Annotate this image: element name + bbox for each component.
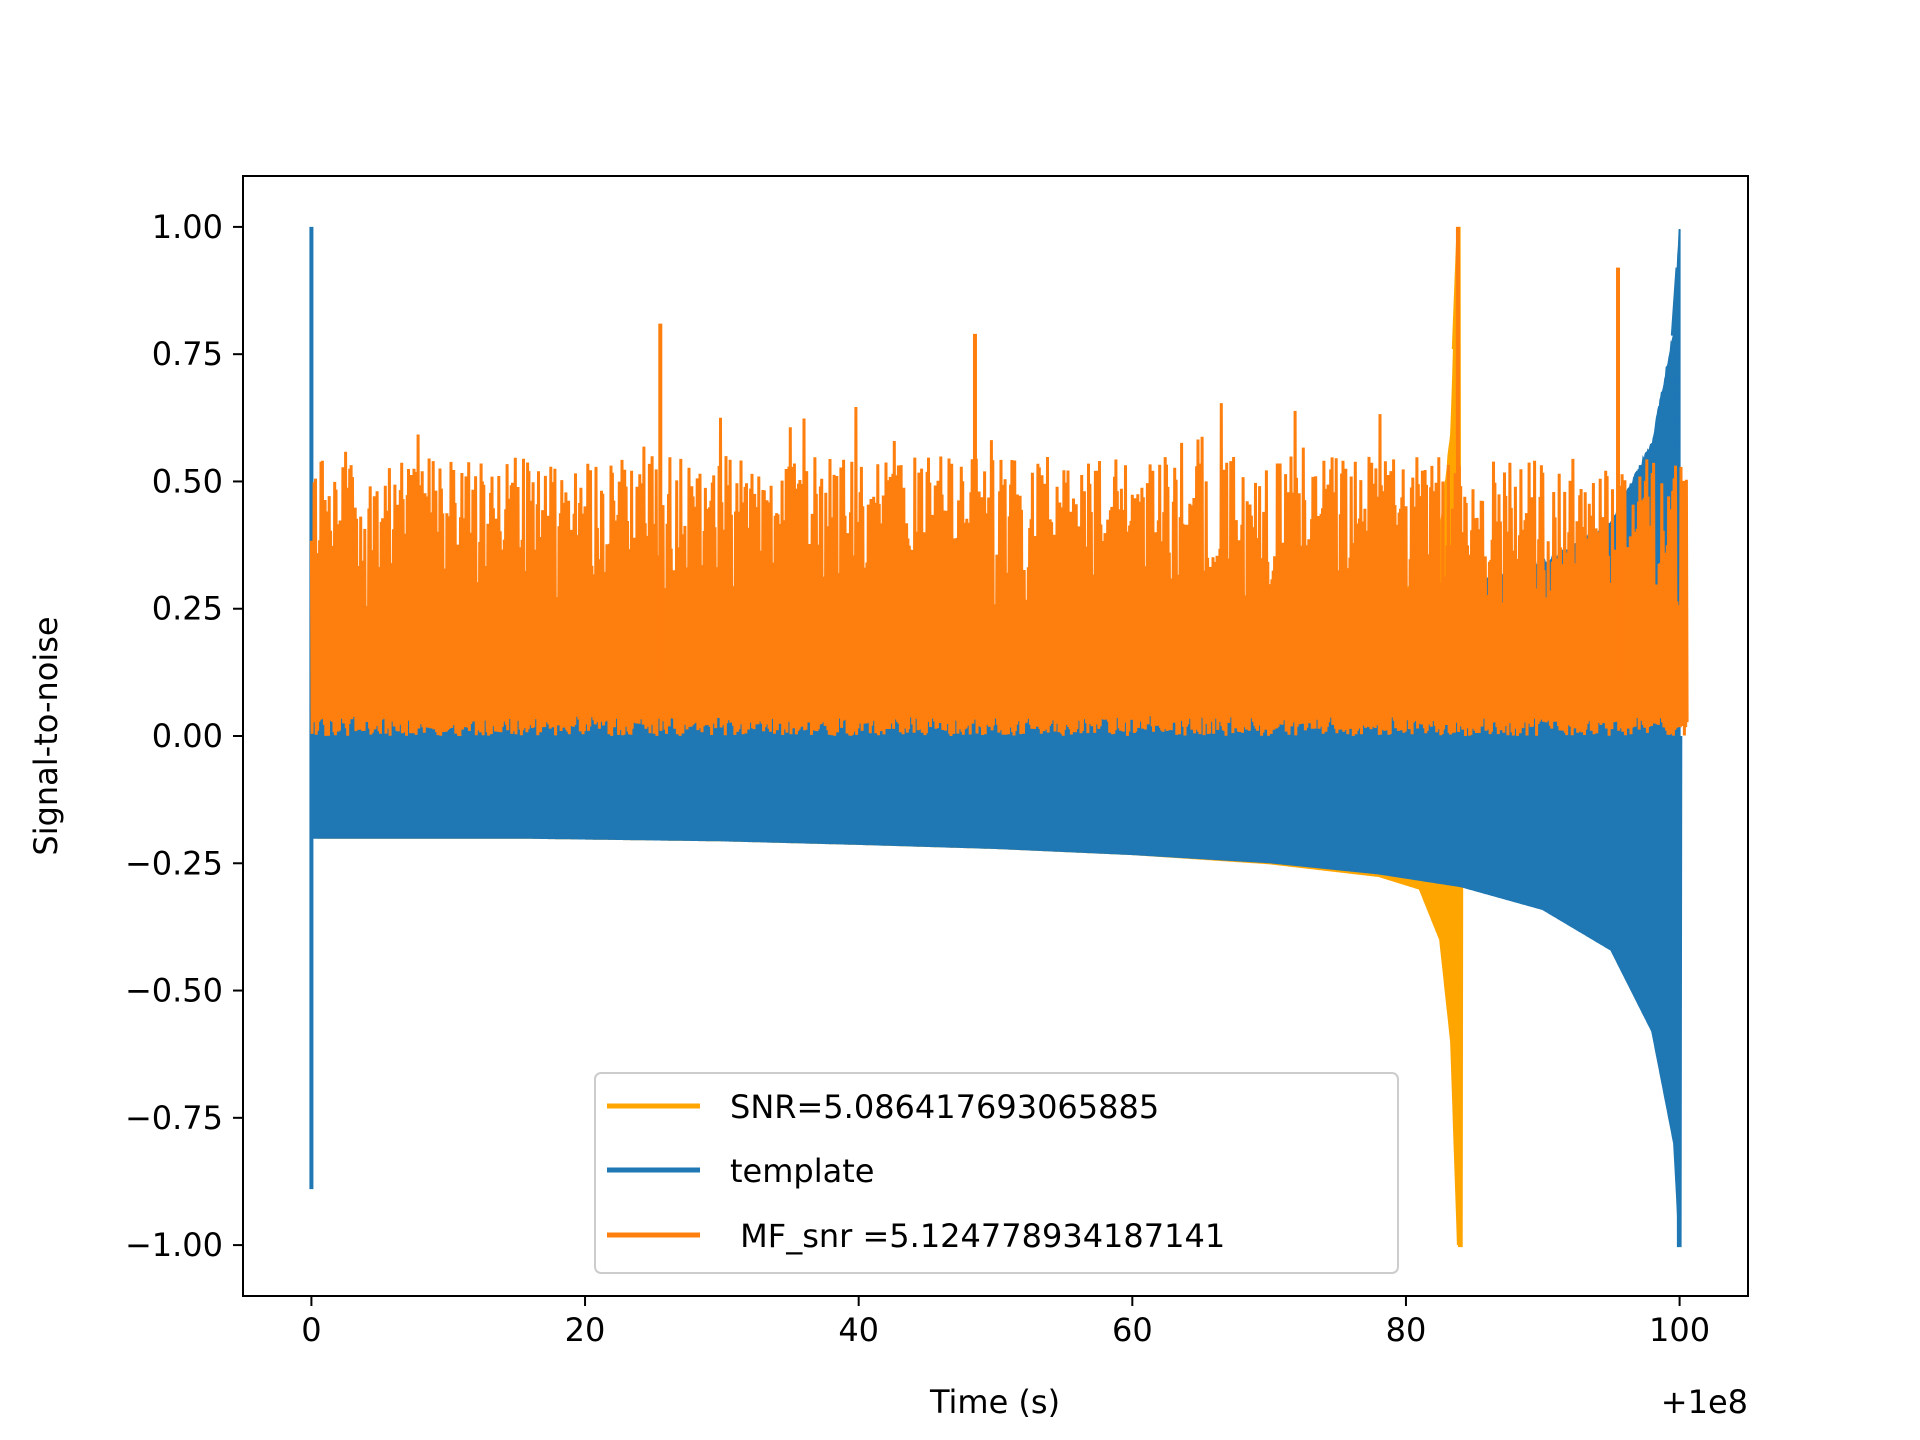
legend-label-template: template — [730, 1152, 874, 1190]
y-axis: 1.00 0.75 0.50 0.25 0.00 −0.25 −0.50 −0.75 −1.00 — [125, 208, 243, 1264]
x-tick-label: 40 — [838, 1311, 879, 1349]
y-tick-label: 0.25 — [152, 590, 223, 628]
y-tick-label: 1.00 — [152, 208, 223, 246]
legend-label-mf-snr: MF_snr =5.124778934187141 — [730, 1217, 1225, 1255]
series-2 — [309, 226, 1689, 737]
x-tick-label: 60 — [1112, 1311, 1153, 1349]
x-tick-label: 0 — [301, 1311, 321, 1349]
y-tick-label: 0.00 — [152, 717, 223, 755]
y-tick-label: −0.75 — [125, 1099, 223, 1137]
y-tick-label: −1.00 — [125, 1226, 223, 1264]
y-tick-label: 0.50 — [152, 462, 223, 500]
x-axis-label: Time (s) — [929, 1383, 1060, 1421]
y-tick-label: −0.25 — [125, 844, 223, 882]
x-axis: 0 20 40 60 80 100 — [301, 1296, 1710, 1349]
legend: SNR=5.086417693065885 template MF_snr =5… — [594, 1072, 1399, 1274]
x-tick-label: 20 — [565, 1311, 606, 1349]
legend-box — [594, 1072, 1399, 1274]
x-tick-label: 80 — [1386, 1311, 1427, 1349]
x-tick-label: 100 — [1649, 1311, 1710, 1349]
series-1-merger — [1670, 267, 1683, 1248]
y-axis-label: Signal-to-noise — [27, 616, 65, 855]
legend-label-snr: SNR=5.086417693065885 — [730, 1088, 1159, 1126]
x-offset-label: +1e8 — [1661, 1383, 1748, 1421]
y-tick-label: −0.50 — [125, 972, 223, 1010]
series-layer — [309, 226, 1689, 1248]
y-tick-label: 0.75 — [152, 335, 223, 373]
